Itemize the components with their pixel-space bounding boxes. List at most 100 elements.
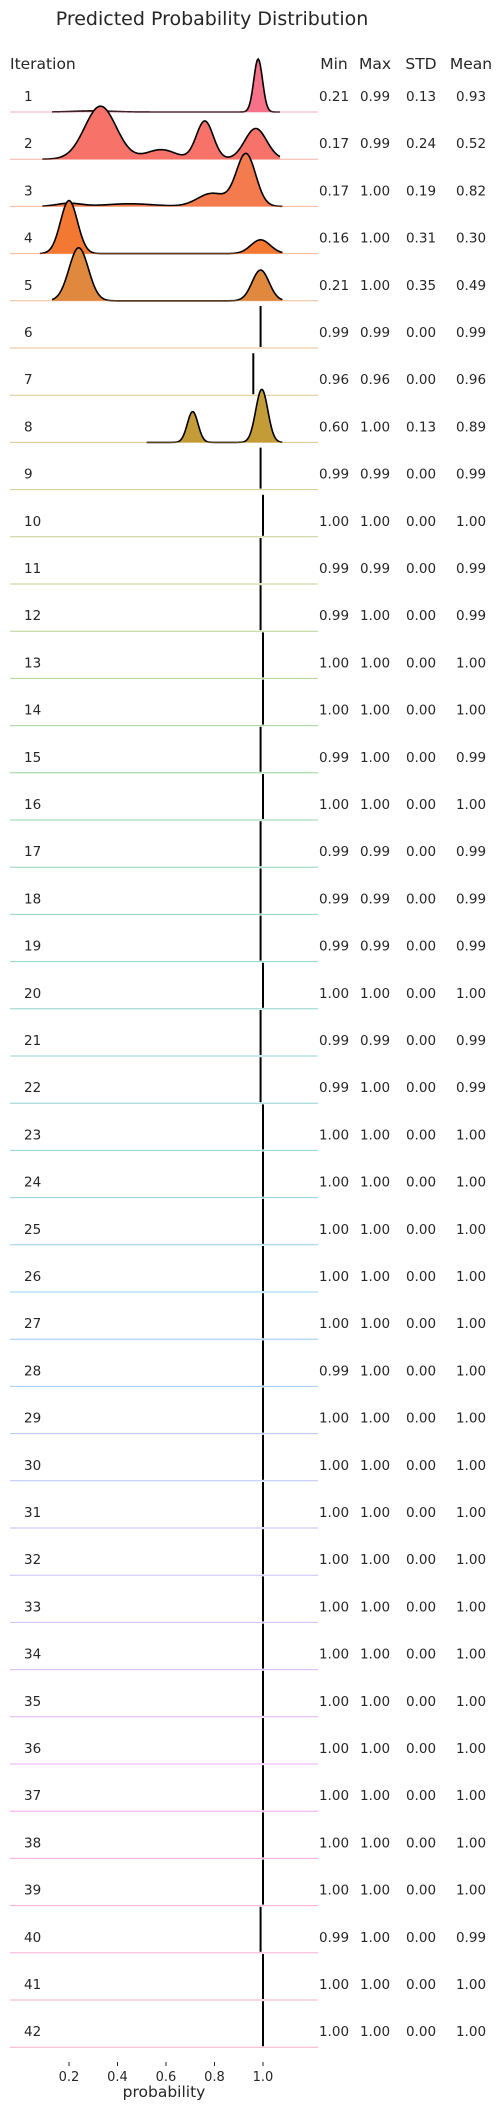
stat-mean: 1.00 bbox=[456, 1127, 486, 1143]
stat-min: 1.00 bbox=[319, 2024, 349, 2040]
stat-std: 0.35 bbox=[406, 278, 436, 294]
stat-max: 0.99 bbox=[360, 467, 390, 483]
ridge-row: 18 0.99 0.99 0.00 0.99 bbox=[10, 868, 486, 915]
stat-std: 0.00 bbox=[406, 1788, 436, 1804]
stat-mean: 0.99 bbox=[456, 750, 486, 766]
iteration-label: 19 bbox=[24, 939, 41, 955]
stat-max: 1.00 bbox=[360, 1694, 390, 1710]
stat-mean: 1.00 bbox=[456, 1411, 486, 1427]
iteration-label: 22 bbox=[24, 1080, 41, 1096]
iteration-label: 12 bbox=[24, 608, 41, 624]
stat-std: 0.00 bbox=[406, 655, 436, 671]
stat-max: 1.00 bbox=[360, 1835, 390, 1851]
stat-std: 0.00 bbox=[406, 467, 436, 483]
stat-mean: 0.30 bbox=[456, 231, 486, 247]
density-area bbox=[52, 247, 283, 301]
stat-min: 0.99 bbox=[319, 891, 349, 907]
ridge-row: 39 1.00 1.00 0.00 1.00 bbox=[10, 1859, 486, 1907]
ridge-row: 29 1.00 1.00 0.00 1.00 bbox=[10, 1387, 486, 1435]
ridge-row: 8 0.60 1.00 0.13 0.89 bbox=[10, 388, 486, 444]
stat-std: 0.24 bbox=[406, 136, 436, 152]
stat-max: 1.00 bbox=[360, 1883, 390, 1899]
stat-min: 1.00 bbox=[319, 1694, 349, 1710]
iteration-label: 41 bbox=[24, 1977, 41, 1993]
chart-title: Predicted Probability Distribution bbox=[56, 8, 369, 30]
iteration-label: 15 bbox=[24, 750, 41, 766]
ridge-row: 3 0.17 1.00 0.19 0.82 bbox=[10, 152, 486, 208]
stat-max: 1.00 bbox=[360, 231, 390, 247]
column-header-mean: Mean bbox=[450, 55, 492, 73]
ridge-row: 5 0.21 1.00 0.35 0.49 bbox=[10, 246, 486, 302]
iteration-label: 30 bbox=[24, 1458, 41, 1474]
stat-mean: 0.99 bbox=[456, 1930, 486, 1946]
ridge-row: 23 1.00 1.00 0.00 1.00 bbox=[10, 1104, 486, 1151]
stat-mean: 1.00 bbox=[456, 986, 486, 1002]
ridge-row: 12 0.99 1.00 0.00 0.99 bbox=[10, 585, 486, 632]
stat-max: 1.00 bbox=[360, 1175, 390, 1191]
stat-max: 1.00 bbox=[360, 183, 390, 199]
stat-mean: 0.99 bbox=[456, 467, 486, 483]
density-area bbox=[52, 59, 280, 112]
stat-max: 0.99 bbox=[360, 561, 390, 577]
stat-mean: 0.96 bbox=[456, 372, 486, 388]
ridge-row: 32 1.00 1.00 0.00 1.00 bbox=[10, 1529, 486, 1576]
ridge-row: 38 1.00 1.00 0.00 1.00 bbox=[10, 1812, 486, 1859]
ridge-row: 21 0.99 0.99 0.00 0.99 bbox=[10, 1010, 486, 1057]
iteration-label: 34 bbox=[24, 1647, 41, 1663]
stat-std: 0.00 bbox=[406, 1222, 436, 1238]
stat-std: 0.00 bbox=[406, 514, 436, 530]
ridge-row: 26 1.00 1.00 0.00 1.00 bbox=[10, 1246, 486, 1293]
density-area bbox=[146, 389, 283, 443]
iteration-label: 28 bbox=[24, 1363, 41, 1379]
stat-mean: 1.00 bbox=[456, 1741, 486, 1757]
stat-std: 0.31 bbox=[406, 231, 436, 247]
ridge-row: 25 1.00 1.00 0.00 1.00 bbox=[10, 1198, 486, 1246]
ridge-row: 11 0.99 0.99 0.00 0.99 bbox=[10, 538, 486, 585]
iteration-label: 31 bbox=[24, 1505, 41, 1521]
stat-mean: 0.89 bbox=[456, 419, 486, 435]
stat-std: 0.00 bbox=[406, 1647, 436, 1663]
stat-mean: 1.00 bbox=[456, 1599, 486, 1615]
x-tick-label: 0.2 bbox=[59, 2070, 80, 2085]
ridge-row: 35 1.00 1.00 0.00 1.00 bbox=[10, 1670, 486, 1718]
stat-std: 0.00 bbox=[406, 1930, 436, 1946]
iteration-label: 7 bbox=[24, 372, 33, 388]
stat-max: 1.00 bbox=[360, 514, 390, 530]
stat-min: 1.00 bbox=[319, 655, 349, 671]
stat-mean: 0.99 bbox=[456, 608, 486, 624]
stat-std: 0.00 bbox=[406, 1127, 436, 1143]
ridge-rows: 1 0.21 0.99 0.13 0.93 2 0.17 0.99 0.24 0.52 3 0.17 1… bbox=[10, 57, 486, 2048]
stat-min: 0.99 bbox=[319, 750, 349, 766]
column-header-std: STD bbox=[405, 55, 436, 73]
iteration-label: 8 bbox=[24, 419, 33, 435]
stat-max: 1.00 bbox=[360, 1788, 390, 1804]
stat-std: 0.00 bbox=[406, 1316, 436, 1332]
stat-std: 0.19 bbox=[406, 183, 436, 199]
iteration-label: 20 bbox=[24, 986, 41, 1002]
stat-min: 0.99 bbox=[319, 1930, 349, 1946]
stat-mean: 1.00 bbox=[456, 1647, 486, 1663]
stat-max: 1.00 bbox=[360, 1552, 390, 1568]
stat-max: 1.00 bbox=[360, 1316, 390, 1332]
stat-std: 0.00 bbox=[406, 1411, 436, 1427]
stat-max: 0.99 bbox=[360, 325, 390, 341]
stat-min: 0.17 bbox=[319, 136, 349, 152]
stat-max: 1.00 bbox=[360, 2024, 390, 2040]
iteration-label: 14 bbox=[24, 703, 41, 719]
stat-mean: 1.00 bbox=[456, 514, 486, 530]
stat-min: 1.00 bbox=[319, 1647, 349, 1663]
stat-std: 0.00 bbox=[406, 703, 436, 719]
stat-min: 1.00 bbox=[319, 1505, 349, 1521]
iteration-label: 9 bbox=[24, 467, 33, 483]
stat-max: 1.00 bbox=[360, 1411, 390, 1427]
stat-std: 0.00 bbox=[406, 372, 436, 388]
stat-min: 0.17 bbox=[319, 183, 349, 199]
stat-max: 1.00 bbox=[360, 703, 390, 719]
iteration-label: 25 bbox=[24, 1222, 41, 1238]
stat-mean: 1.00 bbox=[456, 1694, 486, 1710]
ridge-row: 33 1.00 1.00 0.00 1.00 bbox=[10, 1576, 486, 1623]
x-axis: 0.2 0.4 0.6 0.8 1.0 bbox=[59, 2062, 273, 2085]
iteration-label: 4 bbox=[24, 231, 33, 247]
stat-mean: 1.00 bbox=[456, 1788, 486, 1804]
iteration-label: 2 bbox=[24, 136, 33, 152]
